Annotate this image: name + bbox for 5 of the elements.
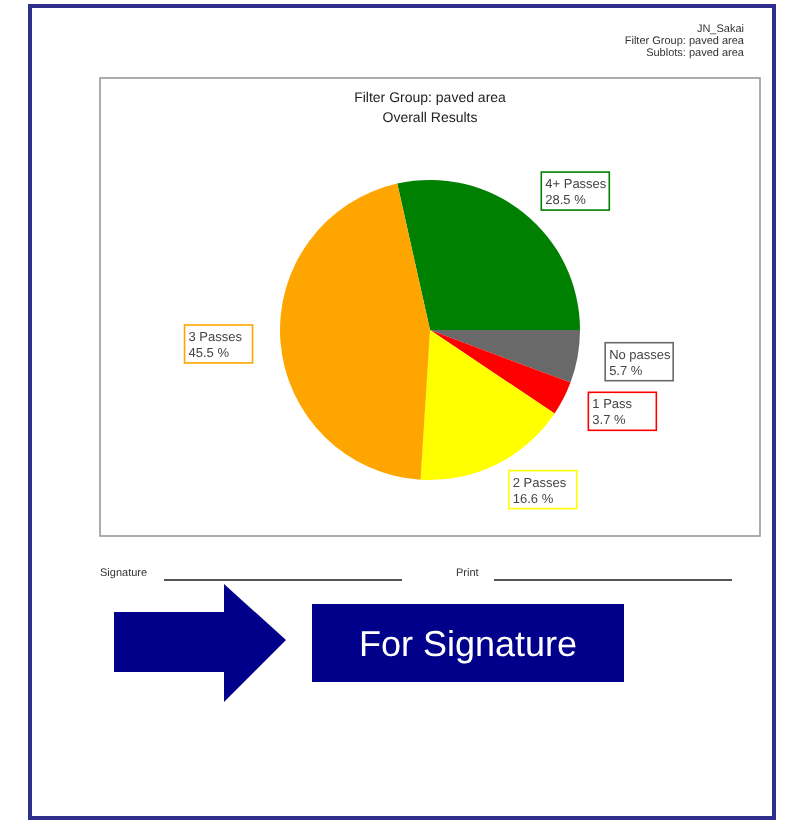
- pie-slice: [430, 330, 571, 414]
- text: For Signature: [358, 624, 578, 664]
- pie-slice: [280, 183, 430, 480]
- pie-slice: [420, 330, 555, 480]
- pie-slice: [430, 330, 580, 383]
